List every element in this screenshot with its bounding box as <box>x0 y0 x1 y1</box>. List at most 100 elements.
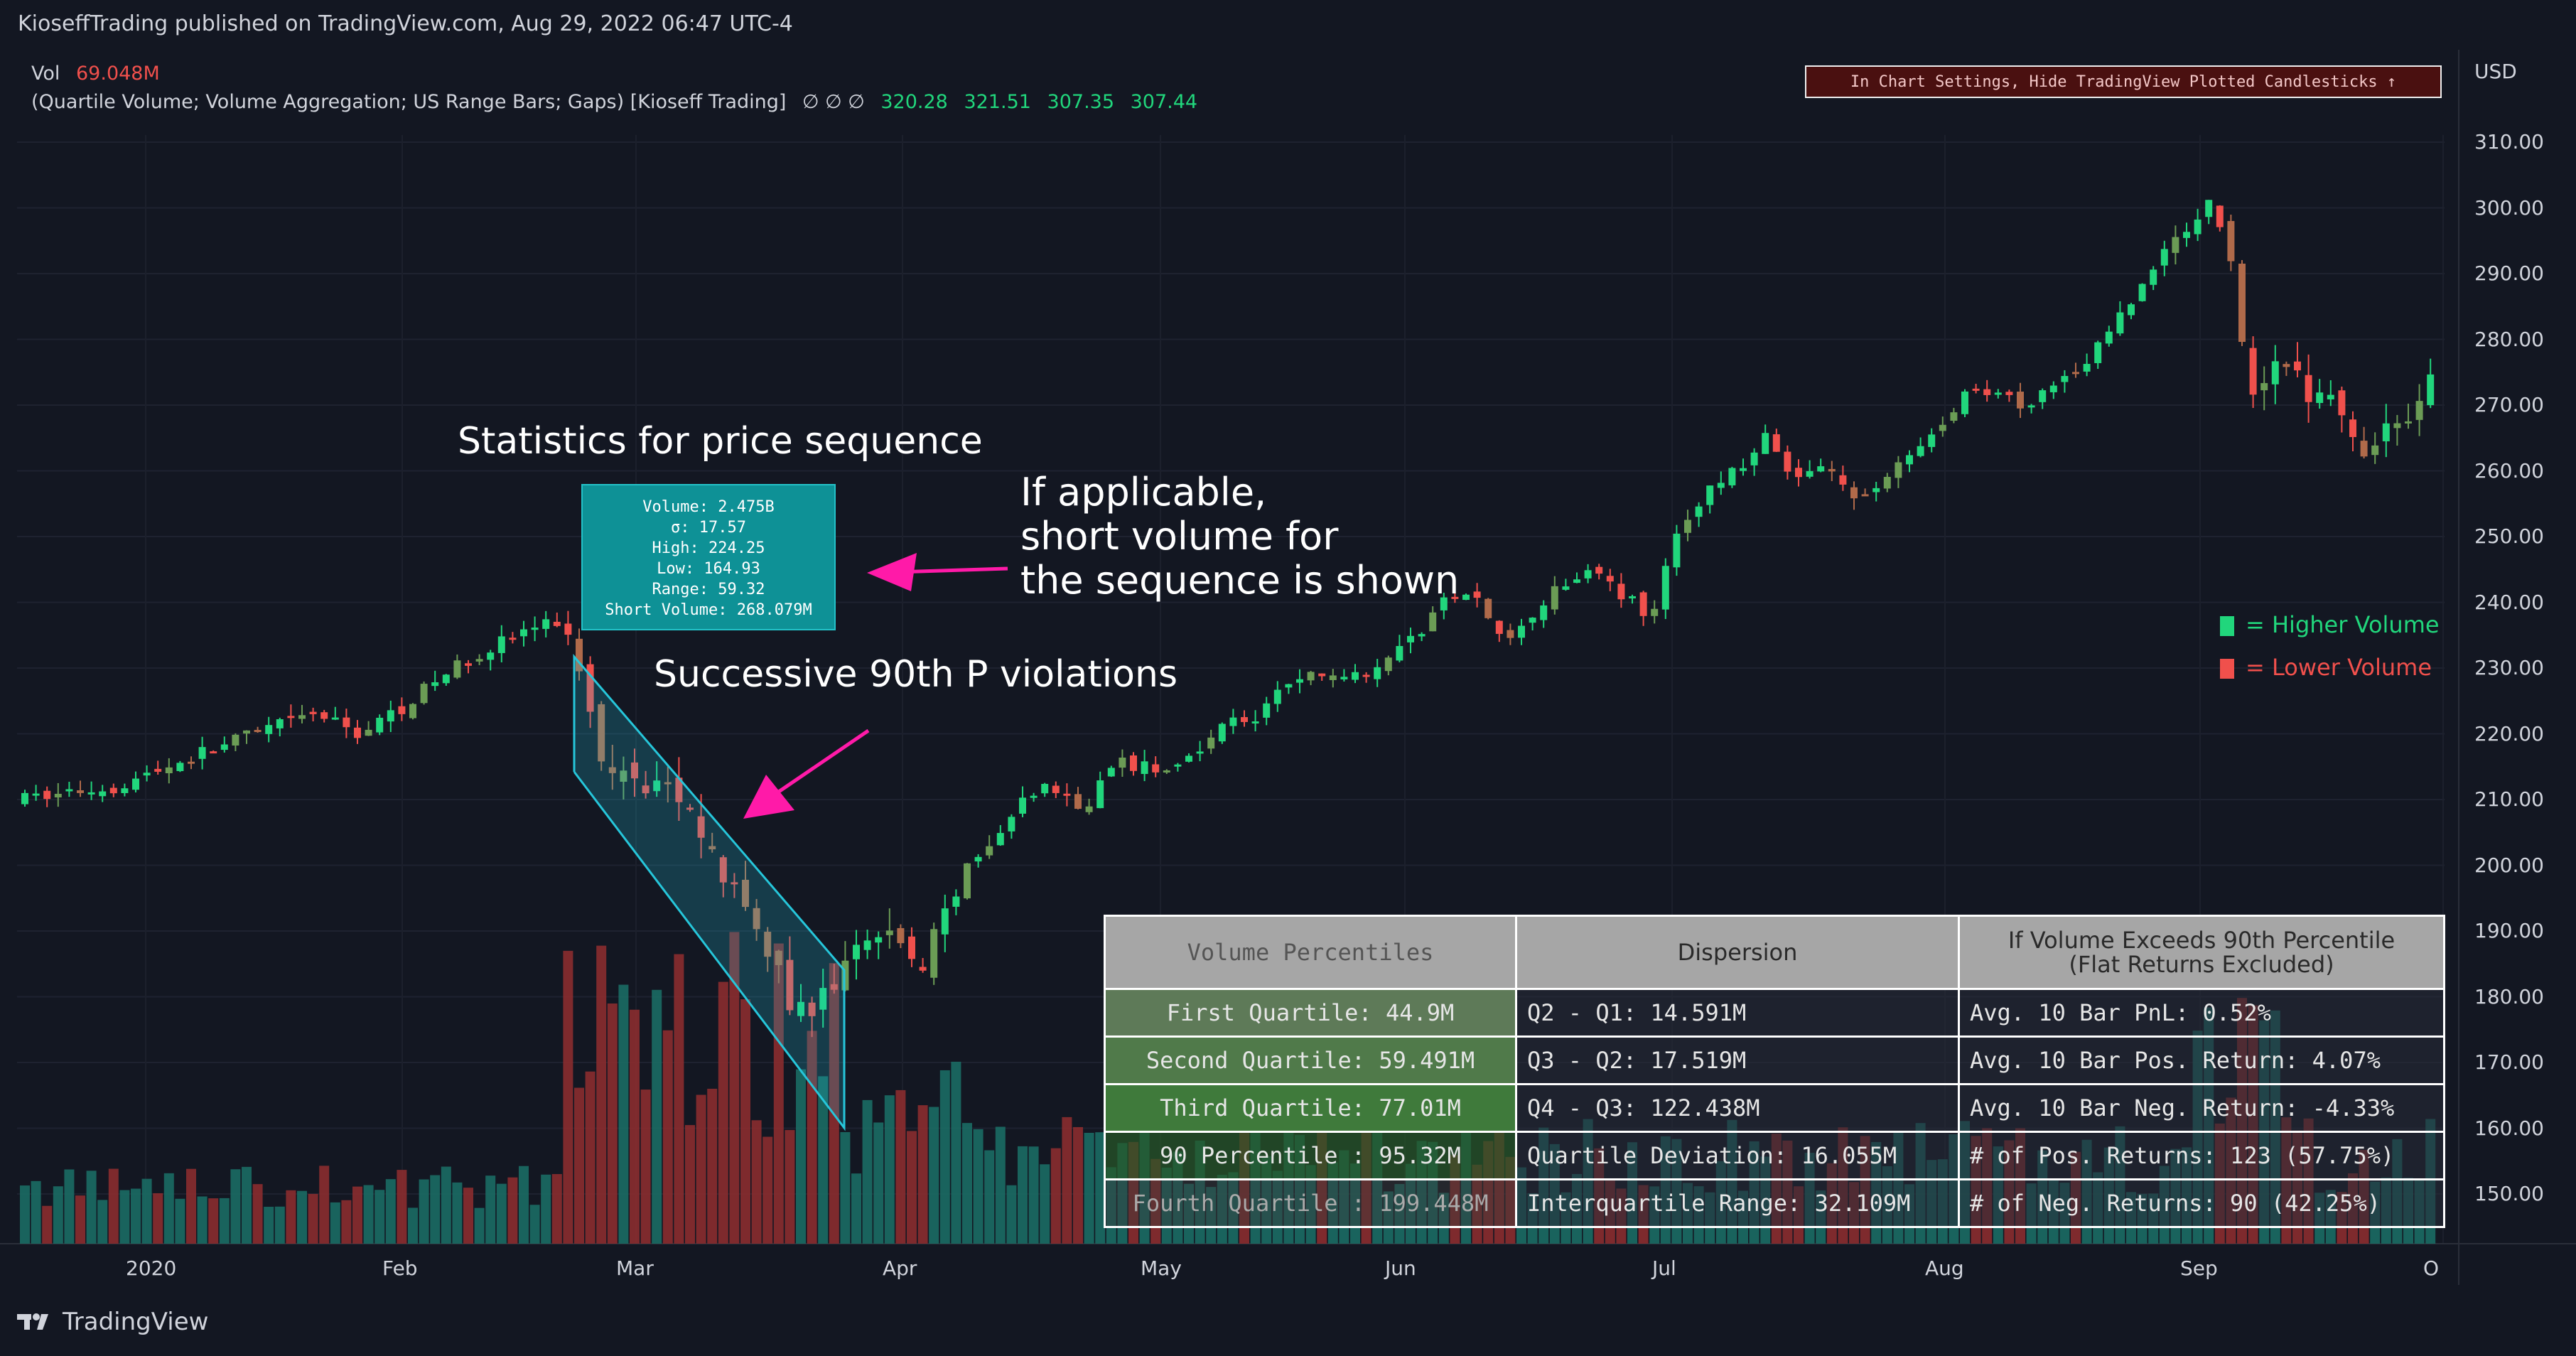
candle[interactable] <box>1484 598 1492 618</box>
candle[interactable] <box>2105 331 2113 344</box>
candle[interactable] <box>2283 364 2290 367</box>
candle[interactable] <box>1706 485 1714 505</box>
candle[interactable] <box>986 846 993 856</box>
candle[interactable] <box>1141 761 1148 775</box>
candle[interactable] <box>2138 284 2146 301</box>
candle[interactable] <box>2194 219 2202 235</box>
candle[interactable] <box>420 684 428 704</box>
candle[interactable] <box>897 927 905 944</box>
candle[interactable] <box>1518 625 1525 638</box>
candle[interactable] <box>21 792 28 805</box>
candle[interactable] <box>1639 592 1647 616</box>
candle[interactable] <box>808 1002 816 1016</box>
candle[interactable] <box>1717 483 1725 488</box>
candle[interactable] <box>520 629 527 637</box>
candle[interactable] <box>132 778 139 790</box>
candle[interactable] <box>952 896 960 907</box>
candle[interactable] <box>1895 462 1902 478</box>
candle[interactable] <box>2227 220 2235 262</box>
candle[interactable] <box>1174 764 1182 767</box>
candle[interactable] <box>1850 487 1858 499</box>
candle[interactable] <box>99 791 107 797</box>
candle[interactable] <box>475 659 483 662</box>
candle[interactable] <box>121 788 129 793</box>
candle[interactable] <box>1362 674 1370 677</box>
candle[interactable] <box>1617 583 1625 600</box>
candle[interactable] <box>1196 751 1204 754</box>
candle[interactable] <box>1983 389 1991 395</box>
candle[interactable] <box>1473 591 1481 598</box>
candle[interactable] <box>1750 452 1758 466</box>
candle[interactable] <box>2427 374 2435 406</box>
candle[interactable] <box>1629 596 1636 598</box>
candle[interactable] <box>1407 635 1414 642</box>
candle[interactable] <box>830 984 838 990</box>
candle[interactable] <box>1307 672 1315 681</box>
candle[interactable] <box>1762 433 1769 454</box>
candle[interactable] <box>2072 372 2079 375</box>
candle[interactable] <box>398 706 406 714</box>
candle[interactable] <box>2094 342 2102 363</box>
candle[interactable] <box>1839 475 1847 485</box>
candle[interactable] <box>2382 423 2390 441</box>
candle[interactable] <box>210 751 217 754</box>
candle[interactable] <box>631 762 638 779</box>
candle[interactable] <box>598 704 605 762</box>
candle[interactable] <box>2216 205 2224 227</box>
candle[interactable] <box>276 719 284 728</box>
candle[interactable] <box>620 770 627 782</box>
candle[interactable] <box>497 636 505 653</box>
candle[interactable] <box>1661 566 1669 610</box>
candle[interactable] <box>232 734 239 746</box>
candle[interactable] <box>1418 634 1426 637</box>
candle[interactable] <box>1085 806 1093 812</box>
candle[interactable] <box>1008 817 1015 832</box>
candle[interactable] <box>1540 605 1548 620</box>
candle[interactable] <box>974 856 982 862</box>
candle[interactable] <box>1251 721 1259 724</box>
settings-banner[interactable]: In Chart Settings, Hide TradingView Plot… <box>1805 65 2442 98</box>
candle[interactable] <box>243 730 250 734</box>
candle[interactable] <box>964 863 971 899</box>
candle[interactable] <box>686 807 694 810</box>
candle[interactable] <box>1052 785 1060 793</box>
candle[interactable] <box>1384 657 1392 672</box>
candle[interactable] <box>2316 392 2324 404</box>
candle[interactable] <box>1218 723 1226 742</box>
candle[interactable] <box>343 717 350 728</box>
candle[interactable] <box>165 767 173 773</box>
candle[interactable] <box>1340 677 1348 679</box>
candle[interactable] <box>1285 684 1293 688</box>
candle[interactable] <box>1130 755 1137 771</box>
candle[interactable] <box>2128 304 2135 316</box>
candle[interactable] <box>2116 312 2124 334</box>
candle[interactable] <box>1673 533 1681 568</box>
candle[interactable] <box>775 950 782 966</box>
candle[interactable] <box>1241 717 1248 722</box>
candle[interactable] <box>1606 576 1614 582</box>
candle[interactable] <box>1695 506 1703 517</box>
candle[interactable] <box>32 793 40 796</box>
candle[interactable] <box>1529 618 1536 623</box>
candle[interactable] <box>1562 586 1570 590</box>
candle[interactable] <box>1972 388 1980 391</box>
candle[interactable] <box>1429 612 1437 632</box>
candle[interactable] <box>1041 783 1049 794</box>
candle[interactable] <box>1872 488 1880 493</box>
candle[interactable] <box>2205 200 2213 217</box>
candle[interactable] <box>708 846 716 850</box>
candle[interactable] <box>1906 455 1913 465</box>
indicator-legend[interactable]: (Quartile Volume; Volume Aggregation; US… <box>31 91 1197 113</box>
candle[interactable] <box>1772 434 1780 452</box>
candle[interactable] <box>188 761 195 764</box>
candle[interactable] <box>2371 445 2379 456</box>
candle[interactable] <box>653 780 661 792</box>
candle[interactable] <box>531 628 539 630</box>
candle[interactable] <box>1917 446 1924 456</box>
candle[interactable] <box>742 879 749 908</box>
candle[interactable] <box>1994 392 2002 395</box>
candle[interactable] <box>487 652 495 660</box>
candle[interactable] <box>453 660 461 678</box>
candle[interactable] <box>2249 348 2257 395</box>
candle[interactable] <box>1740 468 1747 471</box>
